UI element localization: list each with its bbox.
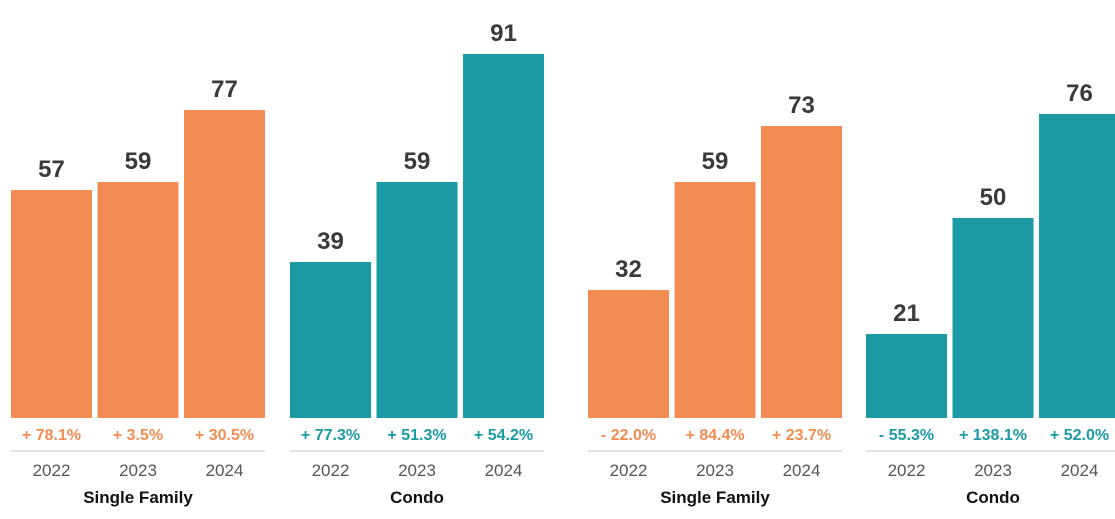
bar xyxy=(1039,114,1115,418)
percent-change-label: + 77.3% xyxy=(301,427,360,444)
bar-value-label: 50 xyxy=(980,184,1007,211)
x-tick-label: 2024 xyxy=(1061,461,1099,480)
x-tick-label: 2022 xyxy=(33,461,71,480)
bar xyxy=(184,110,265,418)
percent-change-label: + 52.0% xyxy=(1050,427,1109,444)
percent-change-label: + 51.3% xyxy=(387,427,446,444)
bar-value-label: 77 xyxy=(211,76,238,103)
x-tick-label: 2023 xyxy=(696,461,734,480)
bar xyxy=(952,218,1034,418)
group-label: Condo xyxy=(390,488,444,507)
x-tick-label: 2023 xyxy=(398,461,436,480)
bar xyxy=(376,182,458,418)
percent-change-label: + 3.5% xyxy=(113,427,163,444)
bar-value-label: 76 xyxy=(1066,80,1093,107)
x-tick-label: 2023 xyxy=(119,461,157,480)
bar xyxy=(463,54,544,418)
bar xyxy=(866,334,947,418)
bar-value-label: 59 xyxy=(404,148,431,175)
bar xyxy=(290,262,371,418)
x-tick-label: 2022 xyxy=(610,461,648,480)
x-tick-label: 2024 xyxy=(783,461,821,480)
bar-value-label: 57 xyxy=(38,156,65,183)
percent-change-label: + 84.4% xyxy=(685,427,744,444)
percent-change-label: + 78.1% xyxy=(22,427,81,444)
bar xyxy=(588,290,669,418)
bar xyxy=(11,190,92,418)
x-tick-label: 2024 xyxy=(206,461,244,480)
bar-value-label: 59 xyxy=(702,148,729,175)
bar-value-label: 91 xyxy=(490,20,517,47)
percent-change-label: + 138.1% xyxy=(959,427,1027,444)
percent-change-label: - 22.0% xyxy=(601,427,656,444)
bar-value-label: 39 xyxy=(317,228,344,255)
bar xyxy=(97,182,179,418)
group-label: Condo xyxy=(966,488,1020,507)
group-label: Single Family xyxy=(660,488,770,507)
percent-change-label: + 54.2% xyxy=(474,427,533,444)
x-tick-label: 2022 xyxy=(888,461,926,480)
bar xyxy=(674,182,756,418)
x-tick-label: 2023 xyxy=(974,461,1012,480)
x-tick-label: 2022 xyxy=(312,461,350,480)
bar-value-label: 32 xyxy=(615,256,642,283)
bar xyxy=(761,126,842,418)
percent-change-label: - 55.3% xyxy=(879,427,934,444)
bar-value-label: 73 xyxy=(788,92,815,119)
group-label: Single Family xyxy=(83,488,193,507)
bar-value-label: 59 xyxy=(125,148,152,175)
percent-change-label: + 23.7% xyxy=(772,427,831,444)
bar-value-label: 21 xyxy=(893,300,920,327)
percent-change-label: + 30.5% xyxy=(195,427,254,444)
x-tick-label: 2024 xyxy=(485,461,523,480)
